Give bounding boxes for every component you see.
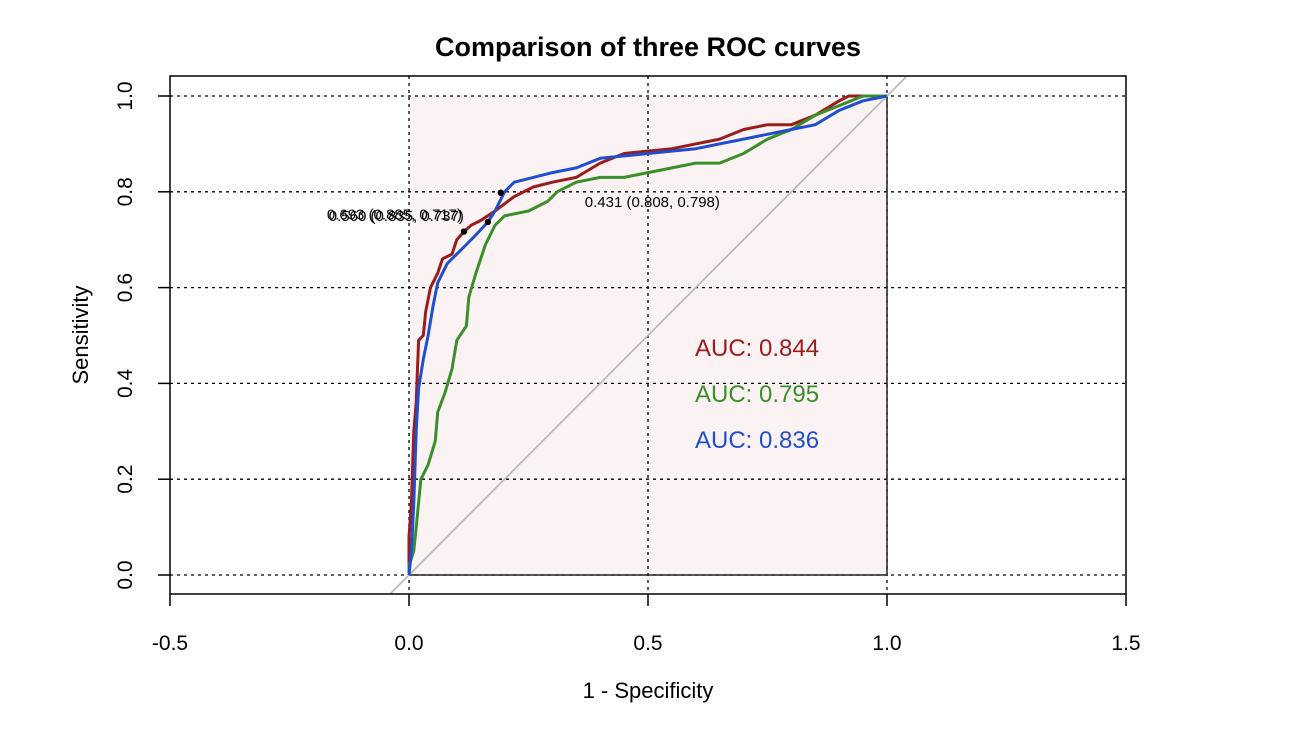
- y-tick-label-5: 1.0: [114, 81, 137, 110]
- y-tick-label-0: 0.0: [114, 560, 137, 589]
- auc-label-3: AUC: 0.836: [695, 427, 819, 454]
- roc-curve-1: [407, 94, 887, 575]
- diagonal-reference-line: [389, 76, 907, 594]
- threshold-point-3: [497, 189, 504, 196]
- x-tick-label-1: 0.0: [394, 632, 423, 655]
- x-tick-label-3: 1.0: [872, 632, 901, 655]
- auc-square-outline: [409, 96, 888, 576]
- y-tick-label-2: 0.4: [114, 368, 137, 398]
- auc-label-1: AUC: 0.844: [695, 335, 819, 362]
- plot-area: 0.693 (0.885, 0.717)0.560 (0.835, 0.737)…: [114, 75, 1141, 655]
- x-tick-label-2: 0.5: [633, 632, 662, 655]
- roc-curve-2: [407, 94, 887, 575]
- y-tick-label-4: 0.8: [114, 177, 137, 206]
- threshold-label-3: 0.431 (0.808, 0.798): [585, 194, 720, 211]
- y-tick-label-1: 0.2: [114, 465, 137, 494]
- threshold-point-1: [460, 228, 468, 235]
- y-tick-label-3: 0.6: [114, 273, 137, 302]
- threshold-label-2: 0.560 (0.835, 0.737): [329, 208, 464, 225]
- x-axis-label: 1 - Specificity: [583, 678, 714, 703]
- threshold-point-2: [484, 218, 492, 226]
- y-axis-label: Sensitivity: [68, 285, 93, 384]
- threshold-label-1: 0.693 (0.885, 0.717): [327, 207, 462, 224]
- auc-label-2: AUC: 0.795: [695, 381, 819, 408]
- roc-curve-3: [407, 94, 888, 576]
- x-tick-label-4: 1.5: [1111, 632, 1140, 655]
- x-tick-label-0: -0.5: [152, 632, 188, 655]
- chart-title: Comparison of three ROC curves: [435, 32, 861, 62]
